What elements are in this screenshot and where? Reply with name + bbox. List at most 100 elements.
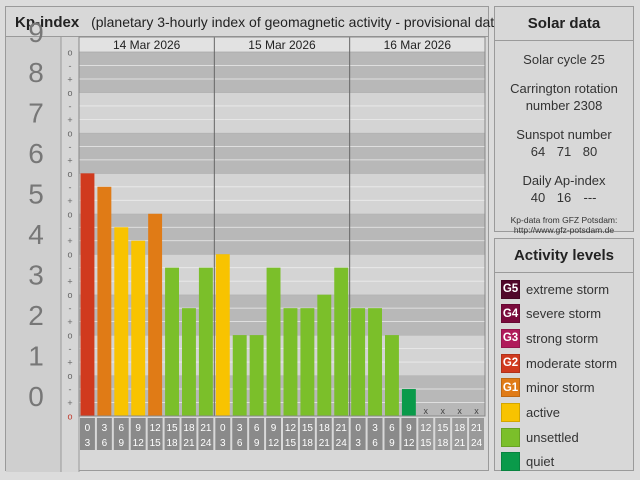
minor-mark: -: [69, 61, 72, 71]
minor-mark: +: [67, 236, 72, 246]
hour-end-label: 3: [85, 438, 91, 449]
sunspot-value: 64: [530, 144, 546, 159]
minor-axis-background: [61, 37, 79, 472]
hour-cell: [164, 418, 180, 450]
level-band: [79, 132, 485, 174]
hour-cell: [80, 418, 95, 450]
hour-end-label: 15: [285, 438, 297, 449]
activity-level-swatch: [501, 403, 520, 422]
kp-bar: [385, 335, 399, 416]
minor-mark: +: [67, 74, 72, 84]
hour-start-label: 0: [355, 423, 361, 434]
source-link[interactable]: http://www.gfz-potsdam.de: [513, 225, 615, 235]
hour-start-label: 9: [406, 423, 412, 434]
day-label: 14 Mar 2026: [113, 38, 181, 52]
y-tick-label: 2: [28, 300, 44, 331]
source-note: Kp-data from GFZ Potsdam: http://www.gfz…: [495, 215, 633, 235]
y-tick-label: 3: [28, 259, 44, 290]
hour-start-label: 12: [150, 423, 162, 434]
hour-start-label: 6: [119, 423, 125, 434]
minor-mark: +: [67, 358, 72, 368]
chart-title-bar: Kp-index (planetary 3-hourly index of ge…: [6, 7, 507, 37]
minor-mark: o: [67, 169, 72, 179]
hour-cell: [316, 418, 332, 450]
kp-bar: [131, 240, 146, 416]
activity-level-label: active: [526, 405, 560, 420]
hour-end-label: 3: [355, 438, 361, 449]
day-label: 15 Mar 2026: [248, 38, 316, 52]
missing-marker: x: [440, 406, 445, 416]
hour-cell: [96, 418, 112, 450]
ap-value: 40: [530, 190, 546, 205]
minor-mark: o: [67, 88, 72, 98]
hour-cell: [384, 418, 400, 450]
activity-levels-panel: Activity levels G5 extreme storm G4 severe …: [494, 238, 634, 472]
minor-mark: -: [69, 344, 72, 354]
sunspot-value: 71: [556, 144, 572, 159]
activity-level-label: strong storm: [526, 330, 599, 346]
minor-mark: -: [69, 304, 72, 314]
activity-level-swatch: G4: [501, 304, 520, 324]
hour-start-label: 9: [135, 423, 141, 434]
activity-level-swatch: G1: [501, 378, 520, 398]
hour-end-label: 18: [437, 438, 449, 449]
activity-level-swatch: [501, 452, 520, 472]
hour-start-label: 15: [437, 423, 449, 434]
hour-start-label: 3: [372, 423, 378, 434]
hour-cell: [367, 418, 383, 450]
sunspot-value: 80: [582, 144, 598, 159]
hour-end-label: 15: [420, 438, 432, 449]
minor-mark: o: [67, 209, 72, 219]
missing-marker: x: [457, 406, 462, 416]
hour-cell: [130, 418, 146, 450]
hour-start-label: 21: [471, 423, 483, 434]
y-tick-label: 7: [28, 98, 44, 129]
level-band: [79, 294, 485, 336]
chart-subtitle: (planetary 3-hourly index of geomagnetic…: [91, 14, 507, 30]
plot-frame: [78, 36, 486, 417]
y-tick-label: 4: [28, 219, 44, 250]
hour-cell: [113, 418, 129, 450]
hour-start-label: 21: [336, 423, 348, 434]
source-line1: Kp-data from GFZ Potsdam:: [510, 215, 618, 225]
ap-index-label: Daily Ap-index: [522, 173, 606, 188]
y-axis-background: [6, 37, 61, 472]
hour-start-label: 9: [271, 423, 277, 434]
hour-start-label: 15: [302, 423, 314, 434]
minor-mark: -: [69, 142, 72, 152]
kp-bar: [300, 308, 315, 416]
minor-mark: o: [67, 371, 72, 381]
level-band: [79, 173, 485, 214]
hour-end-label: 9: [389, 438, 395, 449]
hour-cell: [435, 418, 451, 450]
activity-level-swatch: G2: [501, 353, 520, 373]
minor-mark: -: [69, 101, 72, 111]
hour-cell: [333, 418, 349, 450]
minor-mark: -: [69, 385, 72, 395]
hour-cell: [266, 418, 281, 450]
sunspot-values: 64 71 80: [495, 143, 633, 160]
hour-start-label: 0: [220, 423, 226, 434]
minor-mark: o: [67, 290, 72, 300]
day-label: 16 Mar 2026: [384, 38, 452, 52]
activity-level-item: active: [501, 403, 560, 423]
hour-start-label: 18: [183, 423, 195, 434]
hour-cell: [299, 418, 315, 450]
hour-cell: [232, 418, 248, 450]
activity-level-item: unsettled: [501, 427, 579, 447]
hour-cell: [283, 418, 298, 450]
activity-level-label: moderate storm: [526, 355, 618, 371]
solar-data-panel: Solar data Solar cycle 25 Carrington rot…: [494, 6, 634, 235]
hour-end-label: 21: [319, 438, 331, 449]
hour-start-label: 3: [102, 423, 108, 434]
minor-mark: o: [67, 128, 72, 138]
missing-marker: x: [474, 406, 479, 416]
hour-start-label: 0: [85, 423, 91, 434]
sunspot-label: Sunspot number: [516, 127, 612, 142]
minor-mark: +: [67, 277, 72, 287]
hour-cell: [181, 418, 197, 450]
level-band: [79, 254, 485, 295]
kp-bar: [114, 227, 129, 416]
hour-end-label: 18: [302, 438, 314, 449]
hour-end-label: 18: [166, 438, 178, 449]
